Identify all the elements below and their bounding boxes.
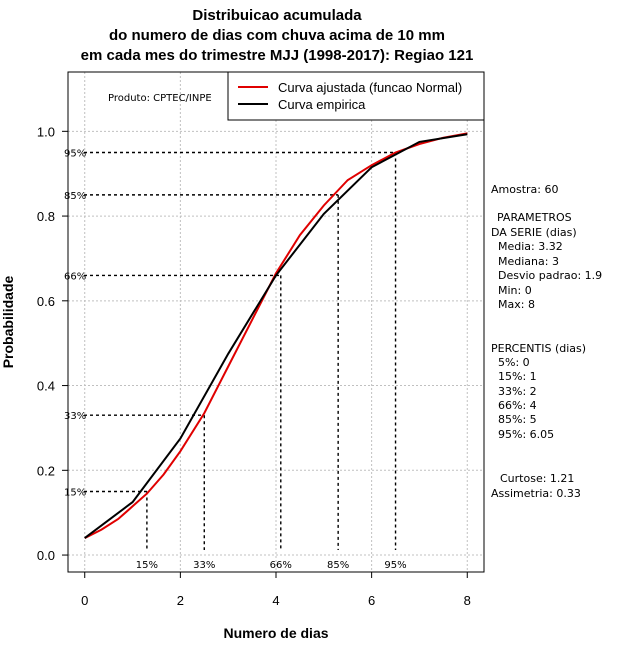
y-axis-title: Probabilidade — [0, 276, 16, 369]
y-tick-label: 0.6 — [37, 294, 55, 309]
y-tick-label: 0.8 — [37, 209, 55, 224]
percentiles-title: PERCENTIS (dias) — [491, 342, 586, 355]
legend-label-empirical: Curva empirica — [278, 97, 366, 112]
y-tick-label: 0.2 — [37, 463, 55, 478]
legend: Curva ajustada (funcao Normal) Curva emp… — [227, 71, 485, 121]
kurtosis: Curtose: 1.21 — [500, 472, 574, 485]
percentile-5: 5%: 0 — [498, 356, 530, 369]
series-empirical-line — [84, 133, 468, 539]
percentile-level-label: 66% — [64, 271, 86, 282]
x-tick-label: 4 — [272, 593, 279, 608]
y-tick-label: 0.0 — [37, 548, 55, 563]
x-tick-label: 2 — [177, 593, 184, 608]
params-title-2: DA SERIE (dias) — [491, 226, 577, 239]
percentile-15: 15%: 1 — [498, 370, 537, 383]
legend-box — [227, 71, 485, 121]
x-tick-label: 8 — [464, 593, 471, 608]
percentile-x-label: 15% — [136, 560, 158, 571]
x-tick-label: 6 — [368, 593, 375, 608]
param-median: Mediana: 3 — [498, 255, 559, 268]
axes: 0 2 4 6 8 0.0 0.2 0.4 0.6 0.8 1.0 — [37, 124, 471, 608]
title-line-3: em cada mes do trimestre MJJ (1998-2017)… — [81, 47, 474, 64]
param-min: Min: 0 — [498, 284, 532, 297]
params-title-1: PARAMETROS — [497, 211, 572, 224]
percentile-lines: 15% 15% 33% 33% 66% 66% 85% 85% 95% 95% — [64, 149, 407, 571]
percentile-x-label: 66% — [270, 560, 292, 571]
percentile-66: 66%: 4 — [498, 399, 537, 412]
percentile-x-label: 85% — [327, 560, 349, 571]
param-stddev: Desvio padrao: 1.9 — [498, 269, 602, 282]
side-statistics: Amostra: 60 PARAMETROS DA SERIE (dias) M… — [491, 183, 602, 500]
series-fitted-line — [84, 132, 468, 539]
percentile-level-label: 33% — [64, 411, 86, 422]
x-tick-label: 0 — [81, 593, 88, 608]
percentile-85: 85%: 5 — [498, 413, 537, 426]
product-label: Produto: CPTEC/INPE — [108, 93, 212, 104]
x-axis-title: Numero de dias — [223, 625, 328, 641]
percentile-x-label: 33% — [193, 560, 215, 571]
percentile-95: 95%: 6.05 — [498, 428, 554, 441]
legend-label-fitted: Curva ajustada (funcao Normal) — [278, 80, 462, 95]
y-tick-label: 1.0 — [37, 124, 55, 139]
percentile-level-label: 15% — [64, 487, 86, 498]
percentile-level-label: 95% — [64, 149, 86, 160]
param-max: Max: 8 — [498, 298, 535, 311]
grid — [68, 72, 484, 572]
y-tick-label: 0.4 — [37, 379, 55, 394]
series — [84, 132, 468, 539]
percentile-level-label: 85% — [64, 191, 86, 202]
sample-size: Amostra: 60 — [491, 183, 558, 196]
title-line-2: do numero de dias com chuva acima de 10 … — [109, 27, 445, 44]
title-line-1: Distribuicao acumulada — [192, 7, 362, 24]
percentile-x-label: 95% — [384, 560, 406, 571]
param-mean: Media: 3.32 — [498, 240, 563, 253]
percentile-33: 33%: 2 — [498, 385, 537, 398]
skewness: Assimetria: 0.33 — [491, 487, 581, 500]
